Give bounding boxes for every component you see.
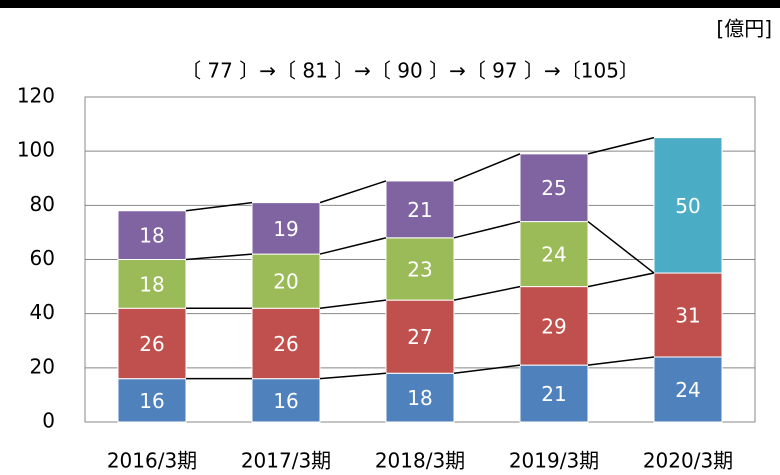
bar-segment: [519, 286, 589, 366]
connector-line: [319, 180, 387, 204]
connector-line: [587, 136, 655, 155]
connector-line: [453, 364, 521, 374]
bar-segment: [519, 153, 589, 223]
segment-label: 18: [407, 386, 432, 410]
y-tick-label: 120: [17, 84, 55, 108]
bar-segment: [251, 378, 321, 423]
x-tick-label: 2019/3期: [509, 449, 599, 473]
connector-line: [453, 285, 521, 301]
bar-segment: [117, 307, 187, 380]
connector-line: [453, 153, 521, 182]
y-tick-label: 80: [30, 192, 55, 216]
connector-line: [587, 220, 655, 274]
top-band: [0, 0, 780, 8]
bar-segment: [251, 307, 321, 380]
segment-label: 29: [541, 314, 566, 338]
segment-label: 26: [139, 332, 164, 356]
segment-label: 18: [139, 272, 164, 296]
connector-line: [319, 299, 387, 309]
segment-label: 18: [139, 224, 164, 248]
bar-segment: [251, 202, 321, 255]
y-tick-label: 100: [17, 138, 55, 162]
segment-label: 21: [407, 198, 432, 222]
segment-label: 50: [675, 194, 700, 218]
segment-label: 23: [407, 257, 432, 281]
segment-label: 16: [139, 389, 164, 413]
bar-segment: [251, 253, 321, 309]
totals-annotation: 〔 77 〕→〔 81 〕→〔 90 〕→〔 97 〕→〔105〕: [181, 59, 639, 83]
y-tick-label: 60: [30, 246, 55, 270]
connector-line: [185, 253, 253, 261]
y-tick-label: 0: [42, 409, 55, 433]
bar-segment: [519, 221, 589, 288]
connector-line: [185, 201, 253, 212]
x-tick-label: 2020/3期: [643, 449, 733, 473]
connector-line: [319, 237, 387, 255]
segment-label: 24: [541, 243, 566, 267]
segment-label: 16: [273, 389, 298, 413]
connector-line: [587, 272, 655, 288]
bar-segment: [385, 237, 455, 301]
segment-label: 25: [541, 176, 566, 200]
unit-label: [億円]: [716, 17, 772, 41]
bar-segment: [117, 378, 187, 423]
y-tick-label: 20: [30, 354, 55, 378]
y-tick-label: 40: [30, 300, 55, 324]
bar-segment: [653, 356, 723, 423]
segment-label: 31: [675, 304, 700, 328]
connector-line: [319, 372, 387, 380]
bar-segment: [653, 137, 723, 274]
segment-label: 20: [273, 270, 298, 294]
x-tick-label: 2016/3期: [107, 449, 197, 473]
bar-segment: [385, 299, 455, 374]
bar-segment: [117, 259, 187, 309]
segment-label: 19: [273, 217, 298, 241]
x-tick-label: 2018/3期: [375, 449, 465, 473]
segment-label: 27: [407, 325, 432, 349]
connector-line: [453, 220, 521, 239]
segment-label: 26: [273, 332, 298, 356]
x-tick-label: 2017/3期: [241, 449, 331, 473]
bar-segment: [653, 272, 723, 358]
bar-segment: [117, 210, 187, 260]
segment-label: 21: [541, 382, 566, 406]
segment-label: 24: [675, 378, 700, 402]
bar-segment: [385, 180, 455, 239]
connector-line: [587, 356, 655, 366]
